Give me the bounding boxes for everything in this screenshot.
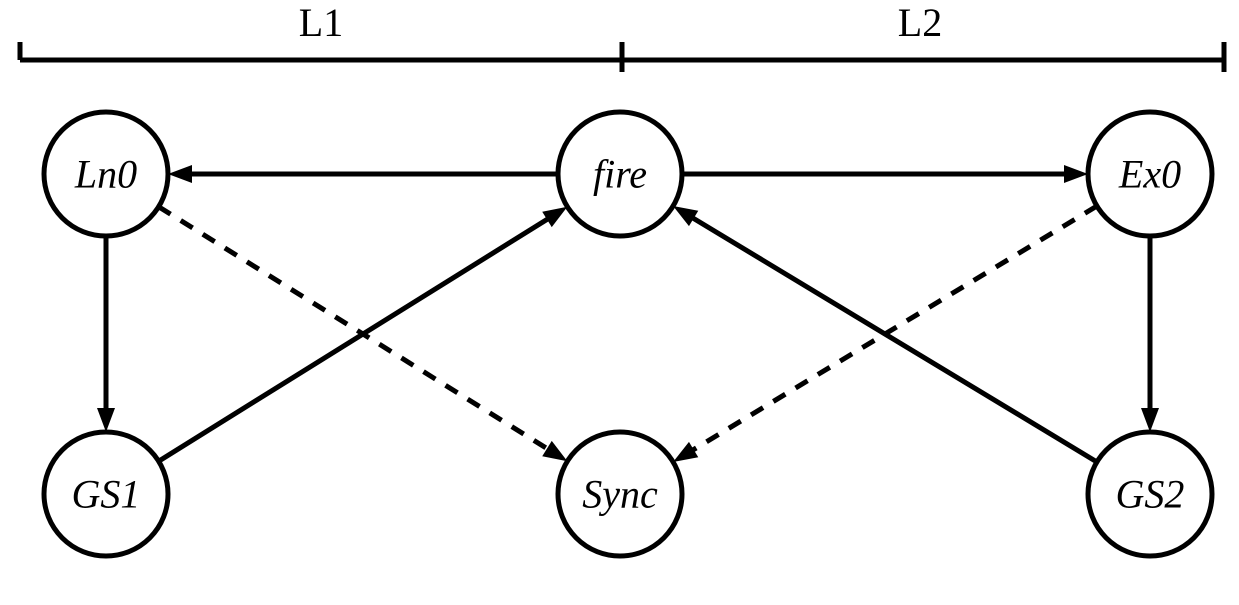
node-fire: fire [558,112,682,236]
node-label-GS2: GS2 [1116,472,1185,517]
ruler-label-L2: L2 [898,0,942,45]
edge-Ex0-Sync [685,206,1097,454]
nodes: Ln0 fire Ex0 GS1 Sync GS2 [44,112,1212,556]
node-label-GS1: GS1 [72,472,141,517]
edge-GS1-fire [159,214,556,461]
edge-GS2-fire [685,213,1097,461]
ruler [20,42,1224,72]
node-Ex0: Ex0 [1088,112,1212,236]
node-label-fire: fire [593,152,647,197]
node-Sync: Sync [558,432,682,556]
diagram-canvas: L1 L2 Ln0 fire Ex0 GS1 Sync GS2 [0,0,1239,605]
node-GS2: GS2 [1088,432,1212,556]
edge-Ln0-Sync [159,207,556,454]
ruler-label-L1: L1 [299,0,343,45]
node-label-Sync: Sync [582,472,658,517]
node-label-Ex0: Ex0 [1118,152,1181,197]
node-label-Ln0: Ln0 [74,152,137,197]
node-Ln0: Ln0 [44,112,168,236]
node-GS1: GS1 [44,432,168,556]
